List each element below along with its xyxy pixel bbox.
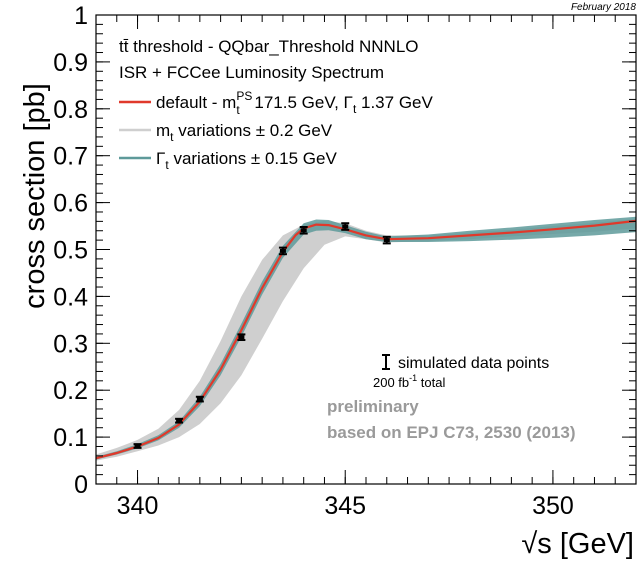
- x-tick-label: 345: [324, 492, 366, 520]
- variation-bands: [96, 216, 636, 461]
- legend-default-sub-2: t: [353, 102, 357, 116]
- preliminary-label: preliminary: [327, 397, 419, 416]
- y-axis: 0 0.1 0.2 0.3 0.4 0.5 0.6 0.7 0.8 0.9 1: [53, 2, 636, 499]
- data-point: [195, 395, 204, 403]
- legend-label-default: default - mPS t 171.5 GeV, Γt 1.37 GeV: [156, 89, 433, 117]
- data-point: [133, 443, 142, 449]
- legend-mt-sub: t: [170, 130, 174, 144]
- date-label: February 2018: [571, 2, 636, 13]
- legend-gamma-part-a: Γ: [156, 149, 165, 168]
- data-point: [382, 235, 391, 245]
- legend-default-part-b: 171.5 GeV, Γ: [250, 93, 353, 112]
- lumi-part-b: total: [417, 375, 445, 390]
- data-point: [278, 246, 287, 256]
- y-axis-title: cross section [pb]: [19, 83, 51, 309]
- x-tick-label: 340: [117, 492, 159, 520]
- data-points: [133, 222, 391, 449]
- data-legend: simulated data points 200 fb-1 total pre…: [327, 354, 576, 442]
- data-point-marker: [176, 418, 183, 423]
- legend-default-part-a: default - m: [156, 93, 236, 112]
- y-tick-label: 0.7: [53, 143, 88, 171]
- reference-label: based on EPJ C73, 2530 (2013): [327, 423, 576, 442]
- data-point-marker: [134, 444, 141, 449]
- x-axis: 340 345 350: [95, 15, 637, 520]
- y-tick-label: 0.4: [53, 283, 88, 311]
- y-tick-label: 0: [74, 471, 88, 499]
- data-point-marker: [196, 397, 203, 402]
- data-point: [175, 417, 184, 424]
- y-tick-label: 0.5: [53, 237, 88, 265]
- legend-default-sub: t: [236, 103, 240, 117]
- data-point: [237, 333, 246, 342]
- lumi-label: 200 fb-1 total: [373, 373, 445, 390]
- data-point-marker: [342, 224, 349, 229]
- legend-gamma-sub: t: [165, 158, 169, 172]
- legend: tt̄ threshold - QQbar_Threshold NNNLO IS…: [119, 37, 433, 172]
- legend-label-mt: mt variations ± 0.2 GeV: [156, 121, 333, 144]
- y-tick-label: 0.8: [53, 96, 88, 124]
- y-tick-label: 0.2: [53, 377, 88, 405]
- mt-variation-band: [96, 219, 636, 461]
- x-axis-title: √s [GeV]: [521, 528, 634, 560]
- data-point: [341, 222, 350, 231]
- legend-mt-part-b: variations ± 0.2 GeV: [174, 121, 333, 140]
- lumi-sup: -1: [409, 373, 417, 383]
- legend-default-part-c: 1.37 GeV: [356, 93, 433, 112]
- data-point-marker: [383, 238, 390, 243]
- legend-header-2: ISR + FCCee Luminosity Spectrum: [119, 63, 384, 82]
- legend-label-gamma: Γt variations ± 0.15 GeV: [156, 149, 337, 172]
- legend-header-1: tt̄ threshold - QQbar_Threshold NNNLO: [119, 37, 419, 56]
- data-point-marker: [238, 335, 245, 340]
- y-tick-label: 0.1: [53, 424, 88, 452]
- lumi-part-a: 200 fb: [373, 375, 409, 390]
- y-tick-label: 0.9: [53, 49, 88, 77]
- y-tick-label: 0.6: [53, 190, 88, 218]
- legend-default-sup: PS: [236, 89, 252, 103]
- x-tick-label: 350: [532, 492, 574, 520]
- legend-gamma-part-b: variations ± 0.15 GeV: [169, 149, 338, 168]
- data-point-marker: [279, 248, 286, 253]
- legend-mt-part-a: m: [156, 121, 170, 140]
- y-tick-label: 0.3: [53, 330, 88, 358]
- y-tick-label: 1: [74, 2, 88, 30]
- data-point-marker: [300, 228, 307, 233]
- data-legend-label: simulated data points: [398, 355, 549, 372]
- data-point: [299, 225, 308, 235]
